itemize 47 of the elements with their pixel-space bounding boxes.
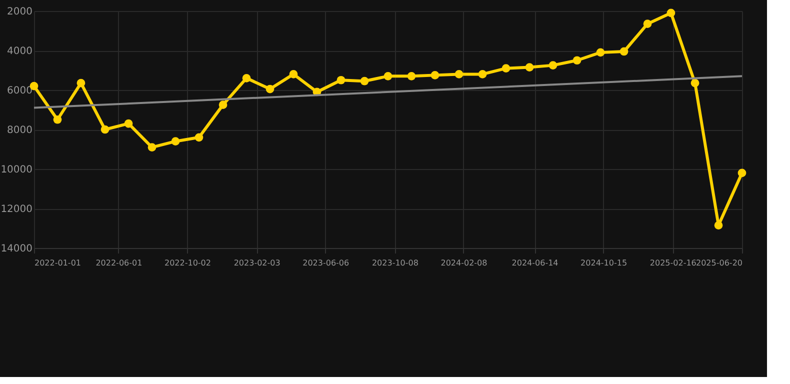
- x-tick-label: 2022-01-01: [34, 258, 81, 268]
- x-tick-label: 2024-02-08: [440, 258, 488, 268]
- point: [714, 221, 723, 230]
- x-tick-label: 2025-06-20: [696, 258, 742, 268]
- point: [360, 76, 369, 86]
- point: [596, 48, 605, 57]
- y-tick-label: 10000: [0, 164, 32, 176]
- point: [548, 61, 558, 70]
- x-tick-label: 2024-10-15: [580, 258, 628, 268]
- point: [572, 56, 582, 65]
- y-tick-label: 8000: [7, 125, 32, 136]
- x-tick-label: 2022-10-02: [164, 258, 211, 268]
- point: [289, 70, 298, 78]
- x-tick-label: 2023-10-08: [372, 258, 418, 268]
- point: [171, 137, 180, 146]
- x-tick-label: 2024-06-14: [512, 258, 558, 268]
- point: [100, 125, 110, 134]
- point: [502, 64, 510, 72]
- point: [76, 78, 86, 88]
- x-tick-label: 2025-02-16: [650, 258, 696, 268]
- point: [643, 20, 652, 28]
- y-tick-label: 2000: [7, 6, 32, 18]
- x-tick-label: 2023-06-06: [302, 258, 350, 268]
- point: [690, 78, 700, 88]
- point: [266, 84, 274, 94]
- point: [620, 47, 628, 56]
- point: [194, 133, 204, 142]
- point: [242, 74, 251, 82]
- point: [430, 71, 440, 80]
- y-tick-label: 12000: [0, 204, 32, 215]
- point: [666, 8, 676, 18]
- x-tick-label: 2022-06-01: [96, 258, 142, 268]
- point: [454, 70, 464, 78]
- point: [478, 70, 487, 78]
- point: [407, 72, 416, 80]
- point: [525, 63, 534, 72]
- y-tick-label: 6000: [7, 86, 32, 96]
- point: [53, 115, 62, 124]
- point: [148, 143, 156, 152]
- point: [738, 168, 746, 178]
- y-tick-label: 4000: [7, 46, 32, 57]
- point: [384, 72, 392, 80]
- x-tick-label: 2023-02-03: [234, 258, 280, 268]
- y-tick-label: 14000: [0, 244, 32, 254]
- point: [336, 76, 346, 84]
- point: [124, 119, 133, 128]
- point: [218, 100, 228, 109]
